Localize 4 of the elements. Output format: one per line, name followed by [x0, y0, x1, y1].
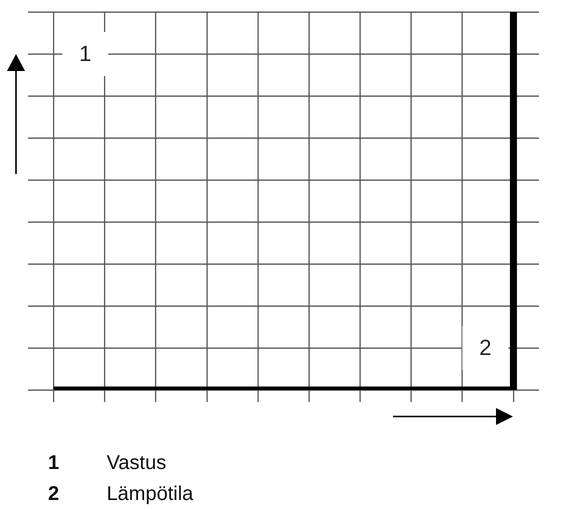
y-axis-title: 1 [79, 41, 92, 66]
x-axis-title: 2 [479, 335, 492, 360]
text: 2 Lämpötila [48, 483, 194, 505]
text: 1 Vastus [48, 452, 166, 474]
